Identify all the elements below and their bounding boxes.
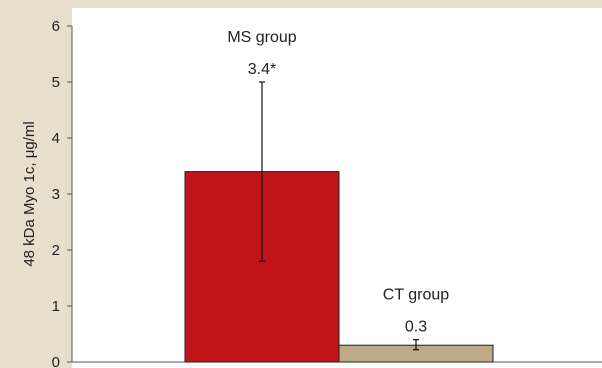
series-label-ms-group: MS group — [227, 29, 296, 46]
y-tick-label: 5 — [52, 74, 60, 91]
y-tick-label: 2 — [52, 242, 60, 259]
y-tick-label: 1 — [52, 298, 60, 315]
error-bar-ms-group — [259, 81, 265, 262]
y-axis-title: 48 kDa Myo 1c, μg/ml — [21, 121, 38, 266]
y-tick-label: 6 — [52, 18, 60, 35]
error-bar-ct-group — [413, 339, 419, 351]
y-tick-label: 4 — [52, 130, 60, 147]
value-label-ms-group: 3.4* — [248, 61, 276, 78]
value-label-ct-group: 0.3 — [405, 319, 427, 336]
bars-group — [184, 81, 494, 363]
y-tick-label: 0 — [52, 354, 60, 368]
y-tick-label: 3 — [52, 186, 60, 203]
series-label-ct-group: CT group — [383, 287, 450, 304]
bar-labels-group: 3.4* MS group 0.3 CT group — [227, 29, 449, 336]
